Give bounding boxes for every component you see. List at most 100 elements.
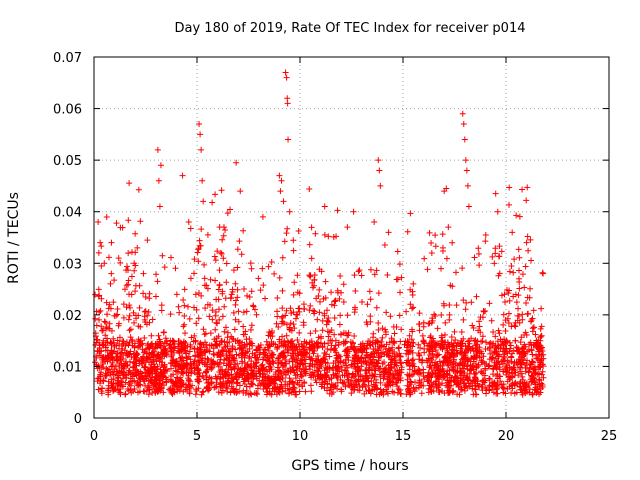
data-point — [486, 345, 493, 352]
data-point — [103, 213, 110, 220]
data-point — [344, 312, 351, 319]
data-point — [354, 364, 361, 371]
data-point — [95, 286, 102, 293]
data-point — [141, 334, 148, 341]
data-point-peak — [509, 229, 516, 236]
data-point — [132, 354, 139, 361]
data-point — [489, 383, 496, 390]
data-point — [96, 309, 103, 316]
data-point-peak — [154, 146, 161, 153]
data-point — [454, 350, 461, 357]
data-point — [159, 252, 166, 259]
data-point — [457, 359, 464, 366]
data-point — [215, 373, 222, 380]
data-point — [100, 378, 107, 385]
data-point — [290, 388, 297, 395]
data-point — [426, 364, 433, 371]
data-point — [372, 376, 379, 383]
data-point — [246, 353, 253, 360]
data-point — [292, 315, 299, 322]
data-point — [381, 241, 388, 248]
data-point — [231, 357, 238, 364]
y-tick-label: 0.03 — [53, 257, 82, 272]
data-point — [306, 354, 313, 361]
data-point — [136, 338, 143, 345]
data-point — [508, 381, 515, 388]
data-point — [136, 360, 143, 367]
data-point — [369, 341, 376, 348]
data-point — [478, 357, 485, 364]
data-point — [464, 373, 471, 380]
data-point — [217, 249, 224, 256]
data-point — [515, 372, 522, 379]
data-point-peak — [460, 121, 467, 128]
data-point — [144, 342, 151, 349]
data-point — [111, 312, 118, 319]
data-point — [540, 374, 547, 381]
data-point — [508, 262, 515, 269]
data-point — [266, 363, 273, 370]
data-point — [155, 341, 162, 348]
data-point — [105, 353, 112, 360]
data-point — [415, 350, 422, 357]
data-point — [416, 321, 423, 328]
data-point — [366, 387, 373, 394]
data-point — [215, 363, 222, 370]
data-point — [330, 389, 337, 396]
data-point — [517, 358, 524, 365]
data-point — [432, 312, 439, 319]
data-point — [495, 272, 502, 279]
data-point — [509, 385, 516, 392]
data-point — [404, 338, 411, 345]
data-point — [235, 308, 242, 315]
data-point — [452, 336, 459, 343]
data-point — [334, 373, 341, 380]
data-point — [143, 354, 150, 361]
data-point — [220, 255, 227, 262]
data-point — [479, 381, 486, 388]
data-point — [306, 346, 313, 353]
data-point — [496, 243, 503, 250]
data-point — [464, 338, 471, 345]
data-point — [212, 257, 219, 264]
data-point — [221, 343, 228, 350]
y-tick-label: 0.01 — [53, 360, 82, 375]
data-point — [384, 348, 391, 355]
data-point — [512, 369, 519, 376]
data-point — [131, 267, 138, 274]
data-point — [136, 304, 143, 311]
data-point — [213, 296, 220, 303]
data-point — [432, 243, 439, 250]
data-point — [310, 307, 317, 314]
data-point — [469, 362, 476, 369]
data-point-peak — [428, 249, 435, 256]
data-point — [162, 367, 169, 374]
data-point — [470, 325, 477, 332]
data-point — [380, 391, 387, 398]
data-point — [413, 385, 420, 392]
data-point — [446, 311, 453, 318]
x-tick-label: 15 — [395, 429, 412, 444]
data-point — [224, 369, 231, 376]
data-point — [303, 339, 310, 346]
data-point — [117, 259, 124, 266]
data-point — [279, 305, 286, 312]
data-point — [383, 309, 390, 316]
data-point — [373, 267, 380, 274]
data-point — [312, 376, 319, 383]
data-point — [391, 330, 398, 337]
data-point — [537, 325, 544, 332]
data-point — [328, 301, 335, 308]
data-point — [361, 345, 368, 352]
data-point — [290, 350, 297, 357]
data-point — [240, 331, 247, 338]
data-point — [519, 271, 526, 278]
data-point — [317, 333, 324, 340]
data-point — [496, 330, 503, 337]
plot-frame — [93, 56, 610, 419]
data-point — [216, 341, 223, 348]
data-point — [365, 338, 372, 345]
data-point — [434, 325, 441, 332]
data-point — [235, 374, 242, 381]
data-point — [338, 366, 345, 373]
